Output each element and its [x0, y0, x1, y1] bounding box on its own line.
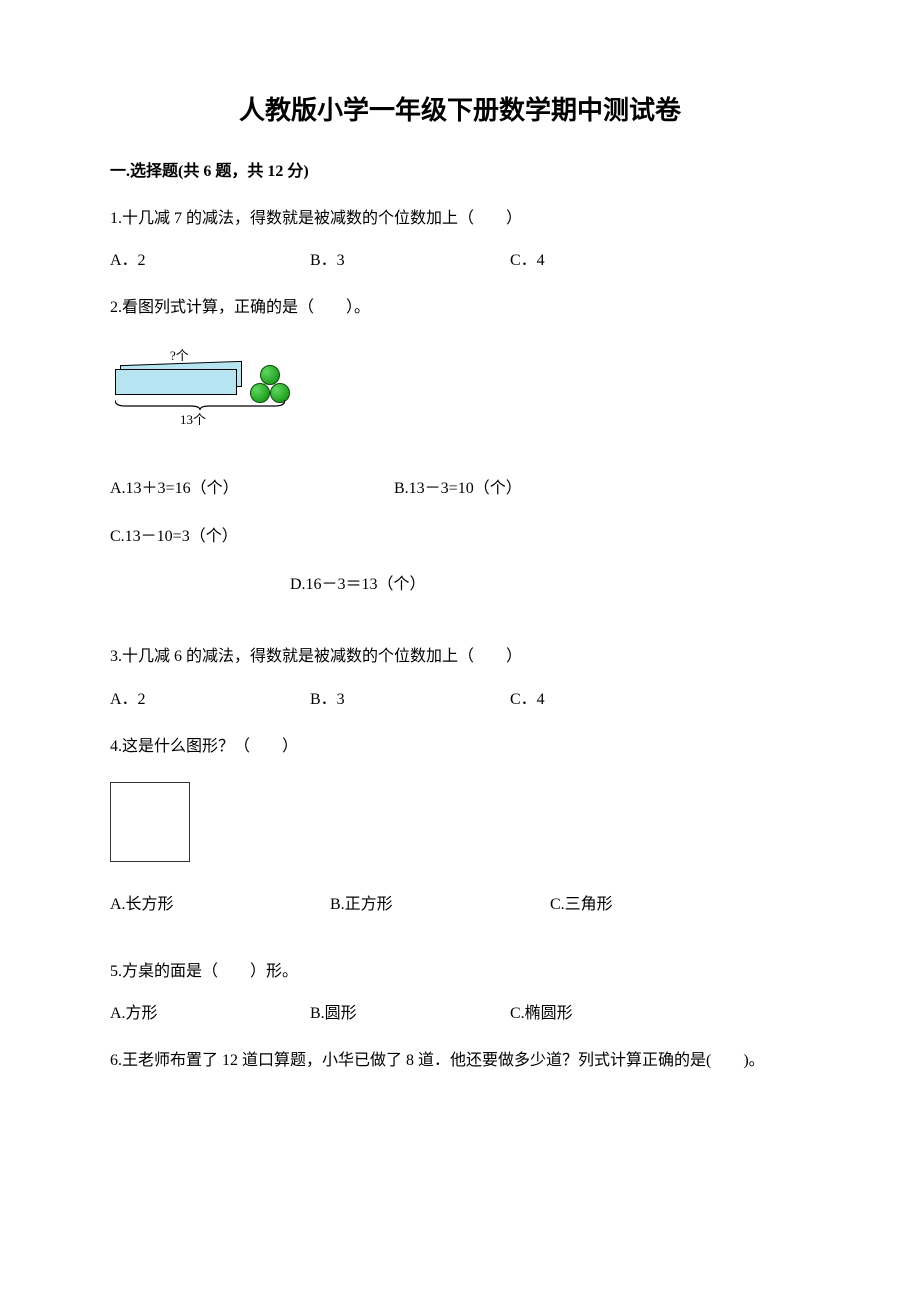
q2-option-b: B.13－3=10（个） [394, 465, 704, 513]
question-3-options: A．2 B．3 C．4 [110, 685, 810, 709]
q2-figure: ?个 13个 [110, 345, 310, 435]
q2-bracket-icon [115, 397, 285, 407]
section-header: 一.选择题(共 6 题，共 12 分) [110, 157, 810, 181]
q2-box-icon [115, 363, 240, 395]
question-2: 2.看图列式计算，正确的是（ ）。 [110, 290, 810, 325]
q2-option-a: A.13＋3=16（个） [110, 465, 390, 513]
q1-option-c: C．4 [510, 246, 710, 270]
question-4: 4.这是什么图形？（ ） [110, 729, 810, 764]
spacer [110, 609, 810, 639]
page-title: 人教版小学一年级下册数学期中测试卷 [110, 90, 810, 127]
question-4-options: A.长方形 B.正方形 C.三角形 [110, 890, 810, 914]
q5-option-c: C.椭圆形 [510, 999, 710, 1023]
q3-option-b: B．3 [310, 685, 510, 709]
exam-page: 人教版小学一年级下册数学期中测试卷 一.选择题(共 6 题，共 12 分) 1.… [0, 0, 920, 1148]
q2-box-front [115, 369, 237, 395]
spacer [110, 944, 810, 954]
q5-option-b: B.圆形 [310, 999, 510, 1023]
q2-label-bottom: 13个 [180, 409, 206, 428]
q3-option-a: A．2 [110, 685, 310, 709]
q4-option-c: C.三角形 [550, 890, 750, 914]
question-2-options: A.13＋3=16（个） B.13－3=10（个） C.13－10=3（个） D… [110, 465, 810, 609]
q2-option-d: D.16－3＝13（个） [290, 561, 426, 609]
question-5: 5.方桌的面是（ ）形。 [110, 954, 810, 989]
q2-label-top: ?个 [170, 345, 189, 364]
question-6: 6.王老师布置了 12 道口算题，小华已做了 8 道．他还要做多少道？列式计算正… [110, 1043, 810, 1078]
question-5-options: A.方形 B.圆形 C.椭圆形 [110, 999, 810, 1023]
q4-option-a: A.长方形 [110, 890, 330, 914]
circle-icon [260, 365, 280, 385]
square-shape-icon [110, 782, 190, 862]
question-1-options: A．2 B．3 C．4 [110, 246, 810, 270]
q1-option-b: B．3 [310, 246, 510, 270]
question-1: 1.十几减 7 的减法，得数就是被减数的个位数加上（ ） [110, 201, 810, 236]
q3-option-c: C．4 [510, 685, 710, 709]
q1-option-a: A．2 [110, 246, 310, 270]
question-3: 3.十几减 6 的减法，得数就是被减数的个位数加上（ ） [110, 639, 810, 674]
q4-option-b: B.正方形 [330, 890, 550, 914]
q5-option-a: A.方形 [110, 999, 310, 1023]
q2-option-c: C.13－10=3（个） [110, 513, 238, 561]
